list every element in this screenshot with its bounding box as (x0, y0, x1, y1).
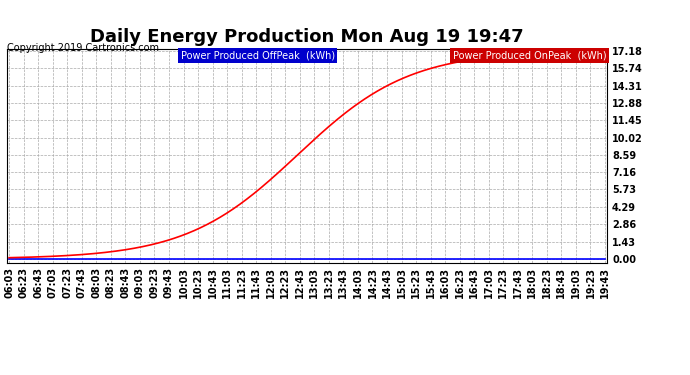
Text: Power Produced OffPeak  (kWh): Power Produced OffPeak (kWh) (181, 51, 335, 61)
Title: Daily Energy Production Mon Aug 19 19:47: Daily Energy Production Mon Aug 19 19:47 (90, 28, 524, 46)
Text: Copyright 2019 Cartronics.com: Copyright 2019 Cartronics.com (7, 43, 159, 53)
Text: Power Produced OnPeak  (kWh): Power Produced OnPeak (kWh) (453, 51, 607, 61)
